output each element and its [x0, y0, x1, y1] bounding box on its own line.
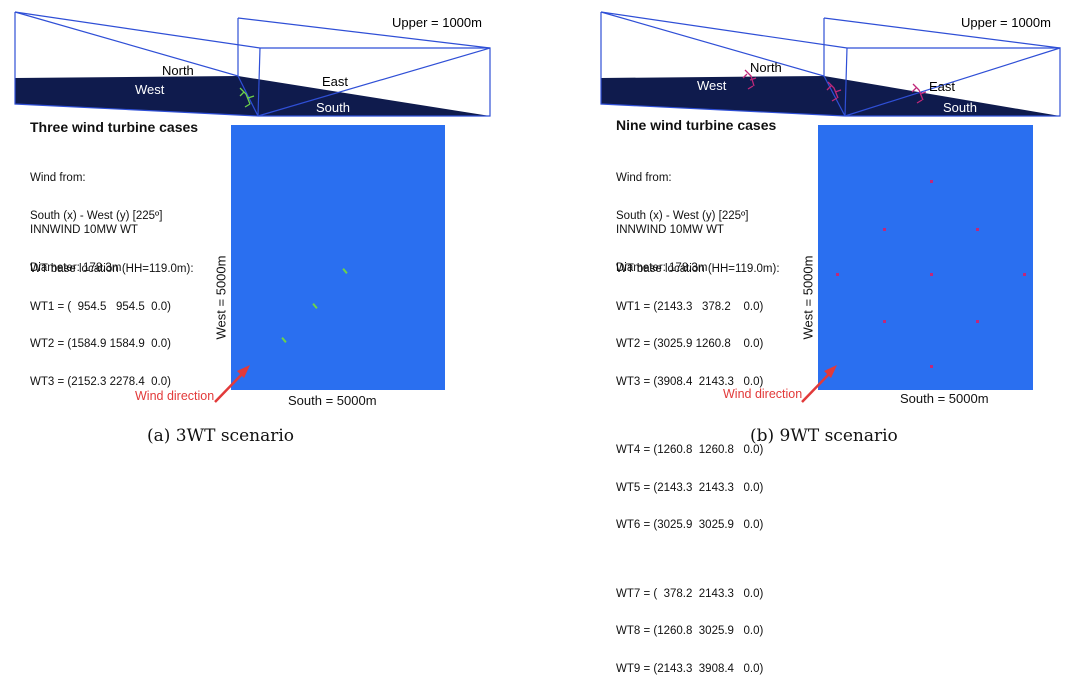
wind-arrow-icon	[214, 365, 250, 403]
label-east: East	[929, 79, 955, 94]
west-axis-label: West = 5000m	[800, 255, 816, 340]
wind-direction-label: Wind direction	[723, 387, 803, 401]
text-line: Wind from:	[616, 172, 672, 184]
wind-from-text: Wind from: South (x) - West (y) [225º]	[616, 147, 748, 247]
label-upper: Upper = 1000m	[961, 15, 1051, 30]
location-row: WT6 = (3025.9 3025.9 0.0)	[616, 519, 764, 531]
label-west: West	[697, 78, 727, 93]
panel-title: Nine wind turbine cases	[616, 117, 777, 133]
turbine-marker	[976, 320, 979, 323]
south-axis-label: South = 5000m	[288, 393, 377, 408]
domain-box-3d: Upper = 1000m North East West South	[600, 11, 1061, 117]
text-line: South (x) - West (y) [225º]	[30, 209, 163, 222]
text-line: South (x) - West (y) [225º]	[616, 209, 749, 222]
location-header: WT base location (HH=119.0m):	[616, 263, 780, 275]
location-list: WT base location (HH=119.0m): WT1 = (214…	[616, 238, 780, 700]
label-east: East	[322, 74, 348, 89]
location-header: WT base location (HH=119.0m):	[30, 263, 194, 275]
text-line: Wind from:	[30, 172, 86, 184]
location-row: WT3 = (3908.4 2143.3 0.0)	[616, 375, 764, 388]
caption: (b) 9WT scenario	[750, 426, 898, 446]
wake-line	[826, 81, 842, 102]
box-floor-east	[238, 76, 490, 116]
text-line: Diameter: 178.3m	[30, 261, 122, 274]
label-west: West	[135, 82, 165, 97]
wind-from-text: Wind from: South (x) - West (y) [225º]	[30, 147, 162, 247]
turbine-marker	[836, 273, 839, 276]
south-axis-label: South = 5000m	[900, 391, 989, 406]
panel-title: Three wind turbine cases	[30, 119, 199, 135]
caption: (a) 3WT scenario	[147, 426, 295, 446]
box-edges	[600, 11, 1061, 117]
location-row: WT1 = ( 954.5 954.5 0.0)	[30, 300, 171, 313]
turbine-marker	[976, 228, 979, 231]
wake-line	[239, 87, 255, 108]
west-axis-label: West = 5000m	[213, 255, 229, 340]
turbine-marker	[930, 365, 933, 368]
location-row: WT5 = (2143.3 2143.3 0.0)	[616, 481, 764, 494]
location-list: WT base location (HH=119.0m): WT1 = ( 95…	[30, 238, 194, 413]
wake-line	[742, 69, 757, 90]
turbine-wakes	[742, 69, 927, 104]
label-north: North	[750, 60, 782, 75]
box-floor	[601, 76, 845, 116]
box-edges	[14, 11, 491, 117]
text-line: INNWIND 10MW WT	[616, 224, 724, 236]
turbine-wakes	[239, 87, 255, 108]
label-north: North	[162, 63, 194, 78]
turbine-marker	[930, 180, 933, 183]
label-south: South	[316, 100, 350, 115]
text-line: INNWIND 10MW WT	[30, 224, 138, 236]
location-row: WT8 = (1260.8 3025.9 0.0)	[616, 625, 764, 637]
panel-3wt: Upper = 1000m North East West South Thre…	[0, 0, 535, 452]
turbine-marker	[342, 268, 348, 274]
turbine-marker	[281, 337, 287, 343]
location-row: WT9 = (2143.3 3908.4 0.0)	[616, 662, 764, 675]
location-row: WT2 = (3025.9 1260.8 0.0)	[616, 338, 764, 350]
label-upper: Upper = 1000m	[392, 15, 482, 30]
domain-box-3d: Upper = 1000m North East West South	[14, 11, 491, 117]
turbine-info: INNWIND 10MW WT Diameter: 178.3m	[616, 199, 724, 299]
wind-arrow-icon	[801, 365, 837, 403]
text-line: Diameter: 178.3m	[616, 261, 708, 274]
location-row: WT1 = (2143.3 378.2 0.0)	[616, 300, 764, 313]
panel-9wt: Upper = 1000m North East West South Nine…	[535, 0, 1069, 675]
wake-line	[911, 83, 927, 104]
box-floor	[15, 76, 258, 116]
simulation-domain	[231, 125, 445, 390]
wind-direction-label: Wind direction	[135, 389, 215, 403]
location-row: WT2 = (1584.9 1584.9 0.0)	[30, 338, 171, 350]
simulation-domain	[818, 125, 1033, 390]
location-row: WT3 = (2152.3 2278.4 0.0)	[30, 375, 171, 388]
turbine-marker	[1023, 273, 1026, 276]
turbine-marker	[312, 303, 318, 309]
turbine-info: INNWIND 10MW WT Diameter: 178.3m	[30, 199, 138, 299]
turbine-marker	[883, 228, 886, 231]
box-floor-east	[824, 76, 1060, 116]
turbine-marker	[930, 273, 933, 276]
location-row: WT7 = ( 378.2 2143.3 0.0)	[616, 587, 764, 600]
label-south: South	[943, 100, 977, 115]
turbine-marker	[883, 320, 886, 323]
